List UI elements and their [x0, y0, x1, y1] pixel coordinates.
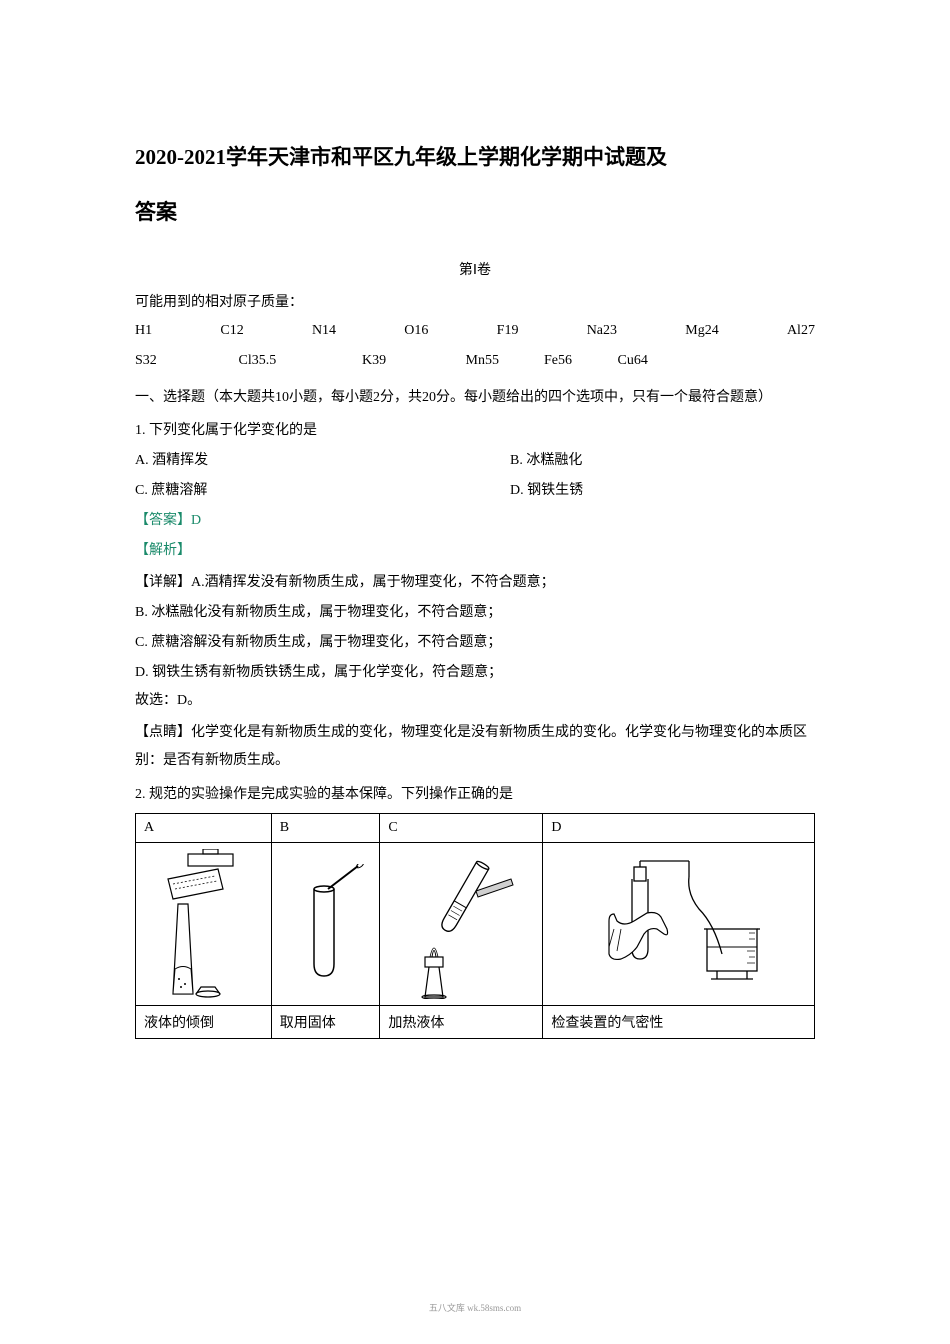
atom-mn: Mn55 — [466, 353, 541, 369]
section-1-header: 一、选择题（本大题共10小题，每小题2分，共20分。每小题给出的四个选项中，只有… — [135, 383, 815, 412]
atom-mg: Mg24 — [685, 323, 718, 339]
atomic-mass-intro: 可能用到的相对原子质量： — [135, 291, 815, 311]
atom-fe: Fe56 — [544, 353, 614, 369]
q1-option-a: A. 酒精挥发 — [135, 449, 510, 469]
header-b: B — [271, 813, 380, 842]
atom-f: F19 — [497, 323, 519, 339]
caption-c: 加热液体 — [380, 1005, 543, 1038]
q1-option-d: D. 钢铁生锈 — [510, 479, 583, 499]
atom-na: Na23 — [587, 323, 617, 339]
q1-conclusion: 故选：D。 — [135, 689, 815, 709]
table-image-row — [136, 842, 815, 1005]
atom-cl: Cl35.5 — [239, 353, 359, 369]
image-cell-b — [271, 842, 380, 1005]
header-d: D — [543, 813, 815, 842]
atomic-mass-row-1: H1 C12 N14 O16 F19 Na23 Mg24 Al27 — [135, 323, 815, 339]
q1-insight: 【点睛】化学变化是有新物质生成的变化，物理变化是没有新物质生成的变化。化学变化与… — [135, 719, 815, 775]
table-caption-row: 液体的倾倒 取用固体 加热液体 检查装置的气密性 — [136, 1005, 815, 1038]
q1-option-c: C. 蔗糖溶解 — [135, 479, 510, 499]
caption-a: 液体的倾倒 — [136, 1005, 272, 1038]
q1-detail-b: B. 冰糕融化没有新物质生成，属于物理变化，不符合题意； — [135, 599, 815, 627]
atomic-mass-row-2: S32 Cl35.5 K39 Mn55 Fe56 Cu64 — [135, 353, 815, 369]
table-header-row: A B C D — [136, 813, 815, 842]
atom-o: O16 — [404, 323, 428, 339]
atom-s: S32 — [135, 353, 235, 369]
q2-stem: 2. 规范的实验操作是完成实验的基本保障。下列操作正确的是 — [135, 783, 815, 803]
title-line-2: 答案 — [135, 200, 177, 224]
q1-options-cd: C. 蔗糖溶解 D. 钢铁生锈 — [135, 479, 815, 499]
atom-h: H1 — [135, 323, 152, 339]
solid-retrieval-icon — [286, 864, 366, 984]
q1-analysis-label: 【解析】 — [135, 539, 815, 559]
title-line-1: 2020-2021学年天津市和平区九年级上学期化学期中试题及 — [135, 145, 667, 169]
atom-al: Al27 — [787, 323, 815, 339]
q1-detail-a: 【详解】A.酒精挥发没有新物质生成，属于物理变化，不符合题意； — [135, 569, 815, 597]
image-cell-d — [543, 842, 815, 1005]
image-cell-c — [380, 842, 543, 1005]
airtightness-check-icon — [589, 859, 769, 989]
atom-cu: Cu64 — [618, 353, 648, 369]
heating-liquid-icon — [401, 849, 521, 999]
answer-value: D — [191, 513, 201, 528]
q1-detail-c: C. 蔗糖溶解没有新物质生成，属于物理变化，不符合题意； — [135, 629, 815, 657]
volume-label: 第Ⅰ卷 — [135, 259, 815, 279]
header-a: A — [136, 813, 272, 842]
atom-k: K39 — [362, 353, 462, 369]
header-c: C — [380, 813, 543, 842]
experiment-table: A B C D — [135, 813, 815, 1039]
q1-answer: 【答案】D — [135, 509, 815, 529]
pouring-liquid-icon — [153, 849, 253, 999]
page-footer: 五八文库 wk.58sms.com — [0, 1301, 950, 1314]
q1-stem: 1. 下列变化属于化学变化的是 — [135, 419, 815, 439]
answer-label: 【答案】 — [135, 513, 191, 528]
q1-option-b: B. 冰糕融化 — [510, 449, 582, 469]
image-cell-a — [136, 842, 272, 1005]
q1-detail-d: D. 钢铁生锈有新物质铁锈生成，属于化学变化，符合题意； — [135, 659, 815, 687]
atom-c: C12 — [220, 323, 243, 339]
caption-b: 取用固体 — [271, 1005, 380, 1038]
exam-title: 2020-2021学年天津市和平区九年级上学期化学期中试题及 答案 — [135, 130, 815, 239]
q1-options-ab: A. 酒精挥发 B. 冰糕融化 — [135, 449, 815, 469]
caption-d: 检查装置的气密性 — [543, 1005, 815, 1038]
atom-n: N14 — [312, 323, 336, 339]
